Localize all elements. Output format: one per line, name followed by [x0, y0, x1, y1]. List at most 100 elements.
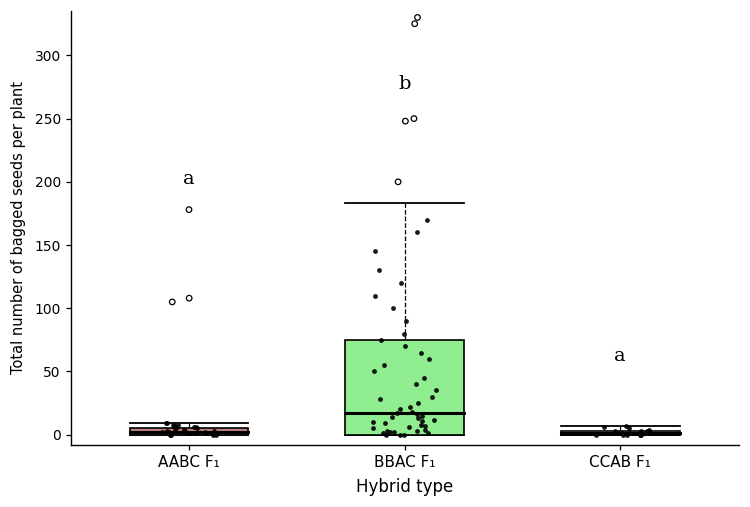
Point [170, 422, 182, 430]
Point [621, 430, 633, 439]
Point [392, 409, 404, 417]
Point [367, 418, 379, 426]
Point [403, 423, 415, 431]
Point [369, 247, 381, 256]
Point [617, 430, 629, 439]
Point [430, 386, 442, 394]
Point [208, 427, 220, 435]
Point [380, 430, 392, 439]
Text: a: a [614, 347, 626, 365]
Point [210, 430, 222, 439]
Point [398, 430, 410, 439]
Point [394, 430, 406, 439]
Point [164, 430, 176, 439]
Point [190, 429, 202, 438]
Point [179, 427, 191, 435]
Point [168, 422, 180, 430]
Point [161, 419, 173, 427]
Point [375, 336, 387, 344]
Bar [561, 431, 680, 434]
Point [642, 428, 654, 436]
Point [428, 416, 440, 424]
Point [384, 428, 396, 436]
Point [374, 395, 386, 404]
Point [190, 423, 202, 431]
Point [622, 424, 634, 432]
Point [207, 430, 219, 439]
Point [412, 414, 424, 422]
Point [643, 428, 655, 436]
Point [411, 427, 423, 435]
Point [410, 380, 422, 388]
Point [409, 20, 421, 28]
Point [412, 13, 424, 21]
Point [172, 420, 184, 428]
Point [373, 266, 385, 274]
Bar [346, 340, 464, 434]
Point [377, 429, 389, 438]
Point [419, 425, 431, 433]
Point [183, 294, 195, 302]
Point [620, 422, 632, 430]
Point [400, 117, 412, 125]
Point [394, 406, 406, 414]
Point [416, 417, 428, 425]
Point [641, 427, 653, 435]
Point [368, 368, 380, 376]
Point [419, 422, 431, 430]
Point [379, 419, 391, 427]
Point [381, 427, 393, 435]
Text: a: a [183, 170, 195, 188]
Point [165, 430, 177, 439]
Point [400, 317, 412, 325]
Point [635, 427, 647, 435]
Point [394, 279, 406, 287]
Point [644, 425, 656, 433]
Point [388, 428, 400, 436]
Point [188, 423, 200, 431]
Point [635, 430, 647, 439]
Point [634, 428, 646, 436]
Point [170, 424, 182, 432]
Point [166, 298, 178, 306]
Point [590, 430, 602, 439]
Point [183, 205, 195, 213]
Point [612, 429, 624, 438]
X-axis label: Hybrid type: Hybrid type [356, 478, 453, 496]
Point [386, 304, 398, 312]
Point [616, 429, 628, 438]
Point [160, 419, 172, 427]
Point [411, 228, 423, 236]
Text: b: b [398, 76, 411, 93]
Point [167, 420, 179, 428]
Point [184, 429, 196, 438]
Point [609, 427, 621, 435]
Point [412, 399, 424, 407]
Point [422, 215, 434, 224]
Point [161, 427, 173, 435]
Point [416, 412, 428, 420]
Point [367, 424, 379, 432]
Point [182, 429, 194, 438]
Point [406, 408, 418, 416]
Point [199, 428, 211, 436]
Point [200, 429, 212, 438]
Point [170, 428, 182, 436]
Point [378, 361, 390, 369]
Point [423, 355, 435, 363]
Point [418, 374, 430, 382]
Point [392, 178, 404, 186]
Point [422, 429, 434, 438]
Point [598, 423, 610, 431]
Point [404, 403, 416, 411]
Point [634, 430, 646, 439]
Point [169, 425, 181, 433]
Y-axis label: Total number of bagged seeds per plant: Total number of bagged seeds per plant [11, 82, 26, 375]
Point [408, 115, 420, 123]
Point [178, 425, 190, 433]
Point [411, 411, 423, 419]
Point [163, 428, 175, 436]
Point [426, 393, 438, 401]
Bar [130, 428, 248, 434]
Point [191, 424, 203, 432]
